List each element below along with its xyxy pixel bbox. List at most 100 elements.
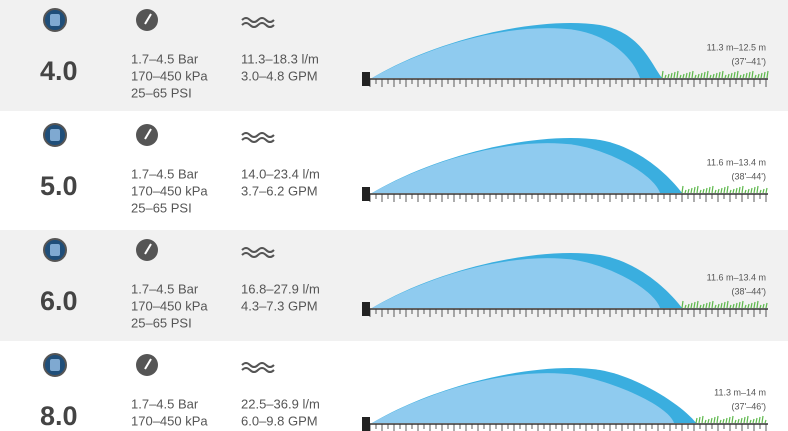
grass <box>726 300 729 309</box>
grass <box>754 74 757 79</box>
pressure: 1.7–4.5 Bar <box>131 281 199 296</box>
grass <box>735 187 738 194</box>
nozzle-icon-detail <box>50 129 60 141</box>
row-background <box>0 115 788 226</box>
grass <box>714 304 717 309</box>
flow-icon <box>241 132 275 138</box>
nozzle-number: 6.0 <box>40 286 78 316</box>
grass <box>729 189 732 194</box>
grass <box>725 417 728 424</box>
nozzle-number: 8.0 <box>40 401 78 431</box>
grass <box>724 74 727 79</box>
grass <box>746 415 749 424</box>
grass <box>704 419 707 424</box>
grass <box>681 185 684 194</box>
grass <box>708 186 711 194</box>
grass <box>743 416 746 424</box>
grass <box>699 304 702 309</box>
spray-inner <box>372 373 674 423</box>
grass <box>745 72 748 79</box>
grass <box>757 73 760 79</box>
spray-inner <box>372 28 640 78</box>
grass <box>714 189 717 194</box>
flow: 22.5–36.9 l/m <box>241 396 320 411</box>
grass <box>744 304 747 309</box>
grass <box>737 418 740 424</box>
grass <box>720 302 723 309</box>
grass <box>670 72 673 79</box>
row-background <box>0 0 788 111</box>
grass <box>711 185 714 194</box>
grass <box>740 417 743 424</box>
grass <box>693 186 696 194</box>
grass <box>744 189 747 194</box>
range: 11.6 m–13.4 m <box>707 272 766 282</box>
grass <box>716 415 719 424</box>
grass <box>710 417 713 424</box>
grass <box>701 415 704 424</box>
flow-icon <box>241 22 275 28</box>
flow-icon <box>241 252 275 258</box>
grass <box>726 185 729 194</box>
grass <box>742 73 745 79</box>
grass <box>728 416 731 424</box>
gauge-needle <box>144 243 152 255</box>
grass <box>694 74 697 79</box>
flow: 6.0–9.8 GPM <box>241 413 318 428</box>
grass <box>673 71 676 79</box>
pressure: 25–65 PSI <box>131 315 192 330</box>
grass <box>730 72 733 79</box>
nozzle-number: 4.0 <box>40 56 78 86</box>
grass <box>667 73 670 79</box>
flow: 4.3–7.3 GPM <box>241 298 318 313</box>
range: (38'–44') <box>732 171 766 181</box>
pressure: 170–450 kPa <box>131 413 208 428</box>
grass <box>685 72 688 79</box>
grass <box>749 419 752 424</box>
grass <box>711 300 714 309</box>
grass <box>732 188 735 194</box>
grass <box>719 419 722 424</box>
flow: 11.3–18.3 l/m <box>241 51 319 66</box>
grass <box>718 71 721 79</box>
grass <box>736 70 739 79</box>
grass <box>676 70 679 79</box>
pressure: 25–65 PSI <box>131 200 192 215</box>
spray-inner <box>372 258 660 308</box>
flow-icon <box>241 247 275 253</box>
grass <box>750 302 753 309</box>
grass <box>763 71 766 79</box>
pressure: 25–65 PSI <box>131 85 192 100</box>
grass <box>741 185 744 194</box>
sprinkler-head <box>362 72 370 86</box>
grass <box>697 73 700 79</box>
nozzle-icon-detail <box>50 244 60 256</box>
grass <box>687 303 690 309</box>
pressure: 1.7–4.5 Bar <box>131 166 199 181</box>
grass <box>727 73 730 79</box>
flow-icon <box>241 137 275 143</box>
gauge-needle <box>144 128 152 140</box>
grass <box>738 301 741 309</box>
grass <box>738 186 741 194</box>
grass <box>764 419 767 424</box>
grass <box>747 188 750 194</box>
flow: 3.7–6.2 GPM <box>241 183 318 198</box>
sprinkler-head <box>362 417 370 431</box>
grass <box>729 304 732 309</box>
gauge-needle <box>144 13 152 25</box>
grass <box>688 71 691 79</box>
grass <box>705 302 708 309</box>
range: (38'–44') <box>732 286 766 296</box>
grass <box>713 416 716 424</box>
grass <box>759 189 762 194</box>
sprinkler-head <box>362 302 370 316</box>
range: 11.3 m–14 m <box>714 387 766 397</box>
grass <box>765 302 768 309</box>
grass <box>735 302 738 309</box>
grass <box>679 74 682 79</box>
pressure: 170–450 kPa <box>131 183 208 198</box>
grass <box>723 301 726 309</box>
grass <box>762 303 765 309</box>
grass <box>684 304 687 309</box>
